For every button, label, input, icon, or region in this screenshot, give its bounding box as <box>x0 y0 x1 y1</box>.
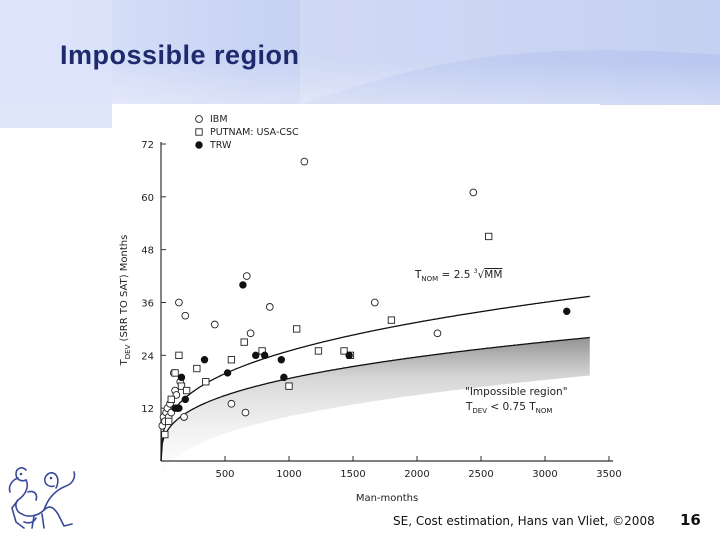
header-swoosh <box>300 0 720 105</box>
svg-text:TNOM = 2.5 3√MM: TNOM = 2.5 3√MM <box>414 268 502 283</box>
data-point <box>167 395 175 404</box>
t-nom-root: 3 <box>474 268 478 275</box>
axes: 12 24 36 48 60 72 500 1000 1500 2000 2500 3000 3500 <box>141 140 621 480</box>
page-number: 16 <box>680 511 701 529</box>
data-point <box>223 369 232 377</box>
data-point <box>182 386 191 395</box>
impossible-region-label-line1: "Impossible region" <box>465 386 568 398</box>
x-axis-label: Man-months <box>356 493 418 504</box>
university-logo <box>8 467 76 529</box>
data-point <box>242 272 251 280</box>
impossible-region-layer <box>161 337 590 499</box>
svg-text:TDEV < 0.75 TNOM: TDEV < 0.75 TNOM <box>465 401 552 415</box>
x-tick-label: 3000 <box>532 469 557 480</box>
data-point <box>370 298 379 307</box>
y-tick-label: 12 <box>141 404 154 415</box>
legend-label: IBM <box>210 114 228 125</box>
data-point <box>180 413 188 421</box>
impossible-region-shading <box>161 337 590 499</box>
y-axis-label-sub: DEV <box>124 344 132 359</box>
impossible-boundary-curve <box>160 336 590 462</box>
data-point <box>252 351 260 360</box>
legend-marker <box>195 141 203 149</box>
impossible-region-label: "Impossible region" TDEV < 0.75 TNOM <box>465 386 568 415</box>
y-tick-label: 24 <box>141 351 154 362</box>
data-point <box>260 351 269 360</box>
data-point <box>563 307 571 316</box>
data-point <box>345 351 353 360</box>
legend-marker <box>195 115 203 123</box>
data-point <box>165 417 173 426</box>
data-point <box>193 364 201 373</box>
footer-text: SE, Cost estimation, Hans van Vliet, ©20… <box>393 514 655 528</box>
slide-title: Impossible region <box>60 40 300 70</box>
x-tick-label: 3500 <box>596 469 621 480</box>
t-nom-radicand: MM <box>484 269 502 281</box>
y-tick-label: 60 <box>141 193 154 204</box>
data-point <box>161 430 169 439</box>
data-point <box>340 347 348 355</box>
y-tick-label: 72 <box>141 140 154 151</box>
data-point <box>171 369 179 377</box>
data-point <box>300 157 309 166</box>
legend-marker <box>195 128 203 136</box>
curves <box>160 295 590 462</box>
data-point <box>239 281 247 289</box>
x-tick-label: 2000 <box>404 469 429 480</box>
impossible-sub2: NOM <box>536 407 553 415</box>
data-point <box>227 356 236 364</box>
nominal-curve-label: TNOM = 2.5 3√MM <box>414 268 502 283</box>
t-nom-sub: NOM <box>421 275 438 283</box>
x-tick-label: 2500 <box>468 469 493 480</box>
impossible-t: T <box>465 401 473 413</box>
data-point <box>177 373 186 382</box>
data-point <box>293 325 301 333</box>
y-axis-label-t: T <box>119 358 130 366</box>
legend: IBM PUTNAM: USA-CSC TRW <box>195 114 299 151</box>
y-axis-label: TDEV (SRR TO SAT) Months <box>119 235 132 367</box>
data-point <box>175 404 183 412</box>
data-point <box>277 356 286 364</box>
data-point <box>265 303 274 311</box>
data-points <box>158 157 571 439</box>
data-point <box>210 320 219 329</box>
data-point <box>433 329 442 338</box>
t-nom-t: T <box>414 269 422 281</box>
legend-label: TRW <box>209 140 232 151</box>
data-point <box>202 378 210 386</box>
t-nom-rest: = 2.5 <box>438 269 474 281</box>
x-tick-label: 1000 <box>276 469 301 480</box>
data-point <box>175 351 183 359</box>
y-tick-label: 36 <box>141 299 154 310</box>
x-tick-label: 1500 <box>340 469 365 480</box>
data-point <box>227 399 236 408</box>
data-point <box>241 408 250 417</box>
header-fade <box>0 60 720 105</box>
data-point <box>314 347 323 355</box>
data-point <box>181 311 190 320</box>
impossible-mid: < 0.75 T <box>487 401 536 413</box>
series-2 <box>171 281 571 412</box>
nominal-curve <box>160 295 590 462</box>
data-point <box>469 188 478 197</box>
data-point <box>175 298 183 307</box>
data-point <box>387 316 396 324</box>
x-tick-label: 500 <box>215 469 234 480</box>
data-point <box>200 356 209 364</box>
legend-label: PUTNAM: USA-CSC <box>210 127 299 138</box>
data-point <box>181 395 190 404</box>
header-left-block <box>0 0 112 128</box>
impossible-sub: DEV <box>472 407 487 415</box>
data-point <box>240 338 248 346</box>
data-point <box>177 382 186 390</box>
data-point <box>485 232 493 241</box>
data-point <box>246 329 255 338</box>
y-tick-label: 48 <box>141 246 154 257</box>
data-point <box>280 373 288 382</box>
data-point <box>285 382 293 390</box>
